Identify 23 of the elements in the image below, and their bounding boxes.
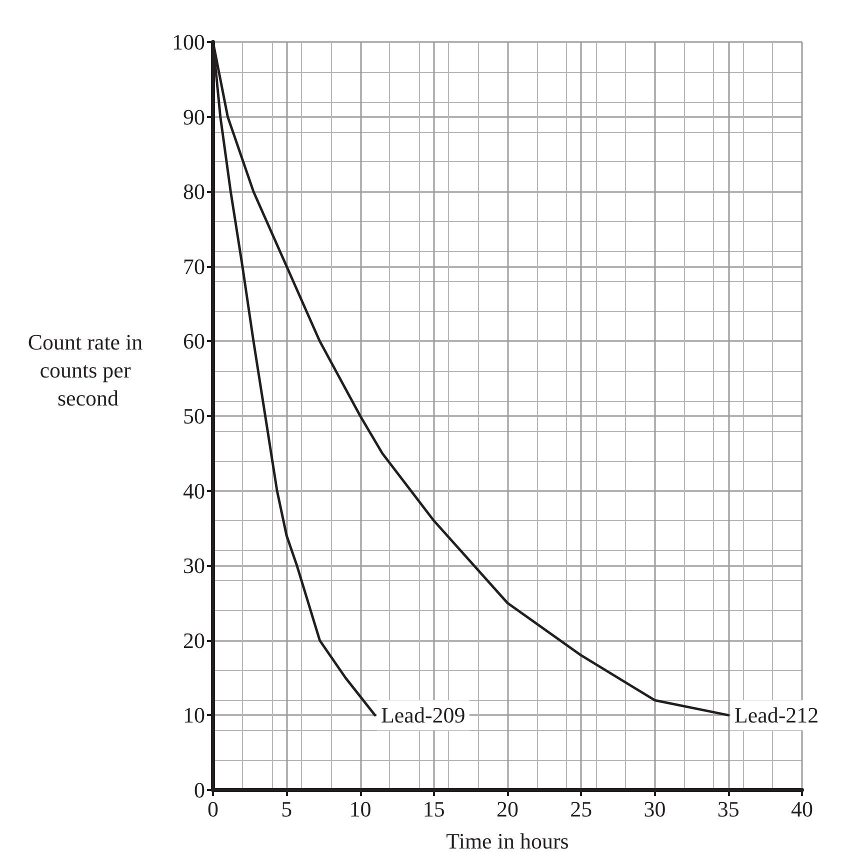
x-tick-label: 35: [717, 796, 740, 822]
x-axis-title: Time in hours: [446, 828, 569, 854]
x-tick-label: 15: [422, 796, 445, 822]
y-axis-title: Count rate in counts per second: [28, 330, 148, 410]
y-tick-label: 40: [183, 478, 205, 504]
y-tick-label: 60: [183, 328, 205, 354]
y-tick-label: 80: [183, 179, 205, 204]
y-tick-label: 0: [194, 778, 205, 802]
x-tick-label: 20: [496, 796, 518, 822]
x-tick-label: 5: [281, 796, 292, 822]
x-tick-label: 25: [570, 796, 592, 822]
y-tick-label: 10: [183, 702, 205, 728]
y-tick-label: 70: [183, 254, 205, 279]
series-label: Lead-212: [734, 702, 819, 728]
x-tick-label: 10: [349, 796, 372, 822]
y-tick-label: 50: [183, 404, 205, 428]
y-tick-label: 20: [183, 628, 205, 653]
y-tick-label: 30: [183, 553, 205, 578]
series-label: Lead-209: [380, 702, 466, 728]
x-tick-label: 30: [644, 796, 666, 822]
y-tick-label: 90: [183, 104, 205, 130]
y-tick-label: 100: [172, 30, 205, 54]
x-tick-label: 40: [791, 796, 813, 822]
